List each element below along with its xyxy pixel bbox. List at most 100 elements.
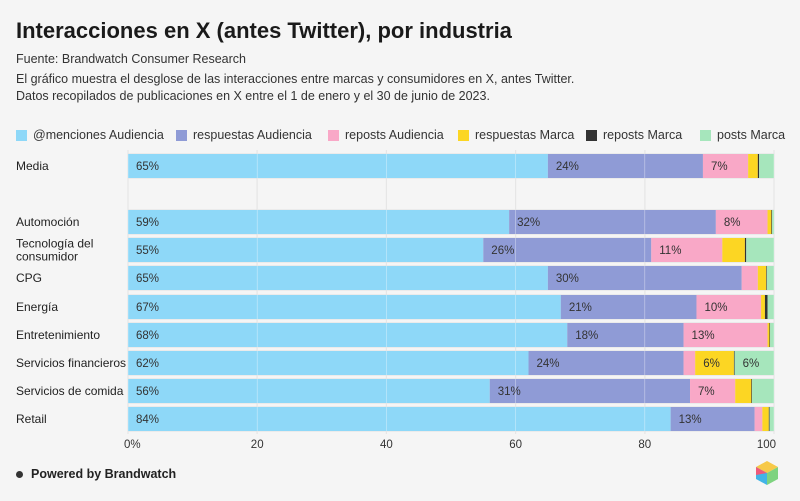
bar-segment-reposts_marca [771,210,773,234]
legend-item-respuestas-audiencia[interactable]: respuestas Audiencia [176,128,312,142]
category-label: Tecnología del [16,237,93,251]
bar-segment-reposts_marca [769,323,771,347]
category-label: Energía [16,300,58,314]
bar-segment-respuestas_marca [735,379,752,403]
data-label: 6% [743,358,760,370]
bar-segment-reposts_audiencia [754,407,763,431]
bar-segment-respuestas_audiencia [509,210,716,234]
legend-item-menciones-audiencia[interactable]: @menciones Audiencia [16,128,164,142]
x-tick-label: 60 [509,439,522,451]
legend-swatch-reposts-marca [586,129,597,141]
legend-label-reposts-marca: reposts Marca [603,128,683,142]
bar-segment-reposts_audiencia [696,295,762,319]
bar-segment-reposts_audiencia [683,351,696,375]
data-label: 7% [698,386,715,398]
data-label: 32% [517,217,540,229]
bar-segment-respuestas_audiencia [528,351,684,375]
legend-label-menciones-audiencia: @menciones Audiencia [33,128,164,142]
data-label: 84% [136,414,159,426]
x-tick-label: 40 [380,439,393,451]
data-label: 21% [569,302,592,314]
bar-segment-menciones_audiencia [128,351,529,375]
x-tick-label: 0% [124,439,141,451]
data-label: 24% [537,358,560,370]
x-tick-label: 100 [757,439,776,451]
category-label: Retail [16,412,47,426]
bar-segment-respuestas_marca [757,266,767,290]
bar-segment-respuestas_audiencia [670,407,755,431]
legend-label-reposts-audiencia: reposts Audiencia [345,128,444,142]
bar-segment-reposts_audiencia [702,154,749,178]
bar-segment-reposts_audiencia [690,379,736,403]
bar-segment-respuestas_marca [762,407,769,431]
bar-segment-posts_marca [752,379,774,403]
legend-item-respuestas-marca[interactable]: respuestas Marca [458,128,574,142]
legend-label-respuestas-marca: respuestas Marca [475,128,575,142]
powered-by-label: Powered by Brandwatch [31,467,177,481]
bar-segment-respuestas_marca [722,238,745,262]
bar-segment-posts_marca [766,266,774,290]
bar-segment-posts_marca [734,351,774,375]
legend-swatch-respuestas-audiencia [176,129,187,141]
category-label: consumidor [16,250,78,264]
data-label: 6% [703,358,720,370]
bar-segment-menciones_audiencia [128,379,490,403]
data-label: 18% [575,330,598,342]
data-label: 13% [692,330,715,342]
data-label: 8% [724,217,741,229]
bar-segment-respuestas_marca [761,295,765,319]
bar-segment-reposts_marca [744,238,747,262]
data-label: 26% [491,245,514,257]
bar-segment-reposts_marca [733,351,735,375]
chart-source: Fuente: Brandwatch Consumer Research [16,52,246,66]
legend-label-respuestas-audiencia: respuestas Audiencia [193,128,312,142]
brandwatch-logo-icon [756,461,778,485]
category-label: CPG [16,271,42,285]
bar-segment-reposts_marca [751,379,753,403]
bar-segment-menciones_audiencia [128,323,568,347]
bar-segment-reposts_audiencia [715,210,768,234]
bar-segment-respuestas_marca [767,323,770,347]
legend-item-posts-marca[interactable]: posts Marca [700,128,785,142]
data-label: 10% [704,302,727,314]
data-label: 68% [136,330,159,342]
bar-segment-respuestas_audiencia [560,295,697,319]
category-label: Servicios financieros [16,356,126,370]
bar-segment-respuestas_audiencia [567,323,684,347]
bar-segment-reposts_marca [768,407,770,431]
category-label: Automoción [16,215,79,229]
legend-item-reposts-audiencia[interactable]: reposts Audiencia [328,128,444,142]
description-line-2: Datos recopilados de publicaciones en X … [16,89,490,103]
legend-item-reposts-marca[interactable]: reposts Marca [586,128,682,142]
data-label: 13% [679,414,702,426]
bar-segment-menciones_audiencia [128,210,510,234]
footer-dot-icon [16,470,23,478]
bar-segment-respuestas_marca [767,210,772,234]
bar-segment-reposts_marca [766,266,767,290]
description-line-1: El gráfico muestra el desglose de las in… [16,72,575,86]
data-label: 65% [136,273,159,285]
legend-swatch-reposts-audiencia [328,129,339,141]
bar-segment-posts_marca [767,295,774,319]
chart-description: El gráfico muestra el desglose de las in… [16,71,574,105]
bar-segment-menciones_audiencia [128,266,548,290]
bar-segment-posts_marca [772,210,774,234]
bar-segment-reposts_audiencia [651,238,723,262]
bar-segment-respuestas_marca [748,154,758,178]
chart-legend: @menciones Audiencia respuestas Audienci… [16,128,796,144]
bar-segment-posts_marca [770,323,774,347]
data-label: 67% [136,302,159,314]
bar-segment-respuestas_audiencia [489,379,691,403]
bar-segment-respuestas_audiencia [547,154,703,178]
bar-segment-respuestas_audiencia [483,238,652,262]
bar-segment-reposts_audiencia [741,266,758,290]
bar-segment-reposts_marca [764,295,768,319]
x-tick-label: 20 [251,439,264,451]
bar-segment-respuestas_marca [695,351,734,375]
data-label: 31% [498,386,521,398]
category-label: Entretenimiento [16,328,100,342]
bar-segment-menciones_audiencia [128,154,548,178]
data-label: 55% [136,245,159,257]
chart-title: Interacciones en X (antes Twitter), por … [16,18,512,43]
